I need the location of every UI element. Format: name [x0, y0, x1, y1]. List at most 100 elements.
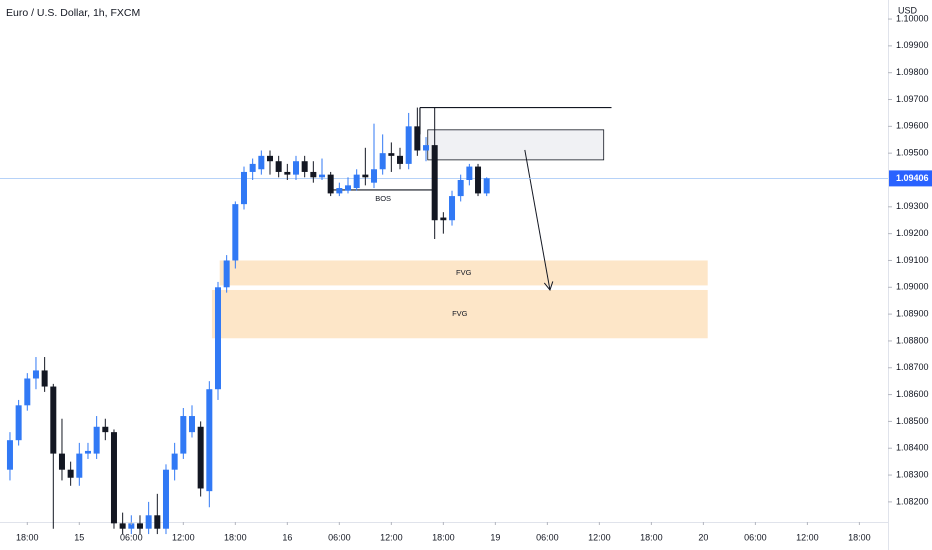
zone-label: FVG — [452, 309, 468, 318]
x-tick-label: 06:00 — [744, 532, 767, 542]
candle-body — [423, 145, 430, 151]
candle-body — [41, 370, 48, 387]
zone — [219, 260, 708, 286]
candle-body — [197, 426, 204, 489]
candle-body — [483, 178, 490, 194]
candle-body — [301, 161, 308, 172]
candle-body — [6, 440, 13, 470]
y-tick-label: 1.08600 — [896, 389, 929, 399]
x-tick-label: 18:00 — [432, 532, 455, 542]
candle-body — [336, 188, 343, 194]
candle-body — [145, 515, 152, 529]
x-tick-label: 18:00 — [224, 532, 247, 542]
candle-body — [171, 453, 178, 470]
candle-body — [154, 515, 161, 529]
candle-body — [50, 386, 57, 454]
candle-body — [405, 126, 412, 164]
y-tick-label: 1.09500 — [896, 148, 929, 158]
candle-body — [319, 174, 326, 178]
candle-body — [388, 153, 395, 156]
candle-body — [371, 169, 378, 183]
candle-body — [258, 155, 265, 170]
candle-body — [32, 370, 39, 379]
x-tick-label: 16 — [282, 532, 292, 542]
y-tick-label: 1.09100 — [896, 255, 929, 265]
candle-body — [345, 185, 352, 191]
candle-body — [206, 389, 213, 492]
y-tick-label: 1.09200 — [896, 228, 929, 238]
x-tick-label: 19 — [490, 532, 500, 542]
candle-body — [327, 174, 334, 194]
candle-body — [232, 204, 239, 261]
y-tick-label: 1.08500 — [896, 416, 929, 426]
candle-body — [457, 179, 464, 197]
y-tick-label: 1.10000 — [896, 13, 929, 23]
x-tick-label: 18:00 — [848, 532, 871, 542]
x-tick-label: 06:00 — [328, 532, 351, 542]
last-price-tag — [889, 170, 932, 187]
x-tick-label: 15 — [74, 532, 84, 542]
candle-body — [84, 450, 91, 454]
arrow-head — [543, 281, 554, 291]
y-tick-label: 1.08800 — [896, 335, 929, 345]
x-tick-label: 12:00 — [380, 532, 403, 542]
last-price-label: 1.09406 — [896, 173, 929, 183]
x-tick-label: 18:00 — [16, 532, 39, 542]
x-tick-label: 12:00 — [588, 532, 611, 542]
candle-body — [275, 161, 282, 172]
candle-body — [223, 260, 230, 288]
candle-body — [440, 217, 447, 221]
y-tick-label: 1.08700 — [896, 362, 929, 372]
x-tick-label: 12:00 — [172, 532, 195, 542]
candle-body — [449, 196, 456, 221]
y-tick-label: 1.09600 — [896, 121, 929, 131]
candle-body — [128, 523, 135, 529]
candle-body — [102, 426, 109, 433]
candle-body — [240, 171, 247, 205]
y-tick-label: 1.09900 — [896, 40, 929, 50]
candle-body — [136, 523, 143, 529]
y-tick-label: 1.08300 — [896, 469, 929, 479]
candle-body — [431, 145, 438, 221]
candle-body — [15, 405, 22, 441]
candle-body — [397, 155, 404, 164]
candle-body — [466, 166, 473, 180]
y-tick-label: 1.09000 — [896, 282, 929, 292]
x-tick-label: 12:00 — [796, 532, 819, 542]
candle-body — [58, 453, 65, 470]
y-tick-label: 1.08400 — [896, 443, 929, 453]
y-tick-label: 1.09800 — [896, 67, 929, 77]
x-tick-label: 18:00 — [640, 532, 663, 542]
y-tick-label: 1.09300 — [896, 201, 929, 211]
candle-body — [180, 416, 187, 454]
annotation-label: BOS — [375, 194, 391, 203]
candle-body — [310, 171, 317, 178]
candle-body — [266, 155, 273, 162]
candle-body — [188, 416, 195, 433]
candle-body — [249, 163, 256, 172]
candle-body — [119, 523, 126, 529]
chart-title: Euro / U.S. Dollar, 1h, FXCM — [6, 7, 140, 19]
zone-label: FVG — [456, 268, 472, 277]
x-tick-label: 06:00 — [120, 532, 143, 542]
x-tick-label: 20 — [698, 532, 708, 542]
y-tick-label: 1.08900 — [896, 308, 929, 318]
candle-body — [76, 453, 83, 478]
candle-body — [214, 287, 221, 390]
x-tick-label: 06:00 — [536, 532, 559, 542]
zone — [427, 129, 605, 161]
candle-body — [284, 171, 291, 175]
candle-body — [24, 378, 31, 406]
arrow — [524, 149, 551, 291]
candle-body — [293, 161, 299, 175]
y-tick-label: 1.08200 — [896, 496, 929, 506]
y-axis-label: USD — [898, 5, 918, 15]
candle-body — [110, 432, 117, 524]
y-tick-label: 1.09700 — [896, 94, 929, 104]
candle-body — [162, 469, 169, 529]
candle-body — [353, 174, 360, 189]
candle-body — [93, 426, 100, 454]
candle-body — [67, 469, 74, 478]
candle-body — [362, 174, 369, 178]
